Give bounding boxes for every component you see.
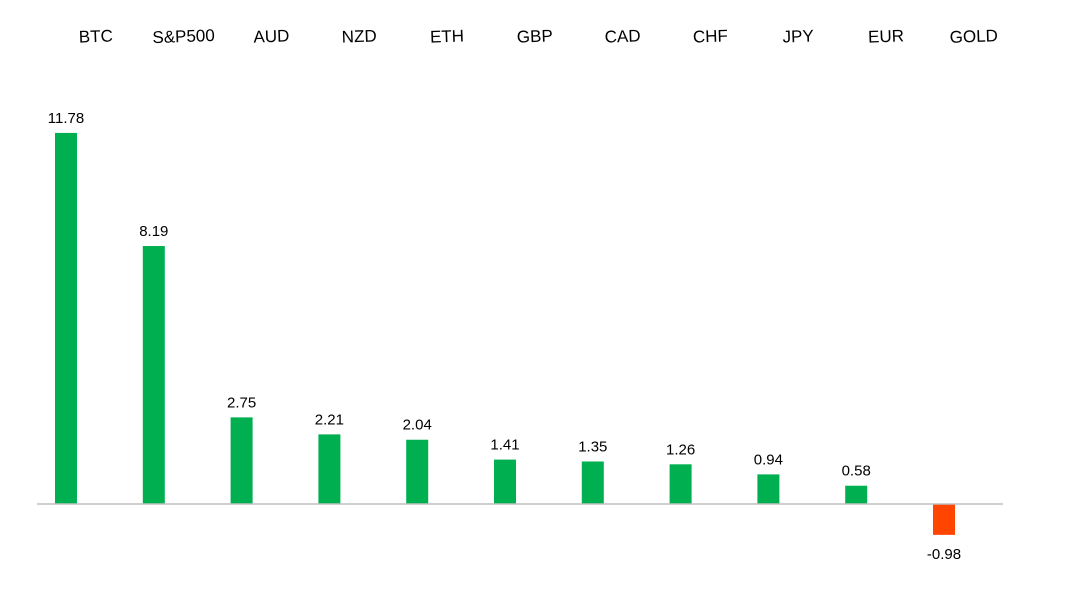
category-label-chf: CHF	[693, 26, 729, 46]
data-label-jpy: 0.94	[754, 451, 783, 468]
category-label-btc: BTC	[78, 26, 113, 46]
category-label-gold: GOLD	[949, 26, 998, 47]
bar-cad	[581, 461, 604, 504]
category-label-s-p500: S&P500	[152, 26, 215, 47]
bar-jpy	[757, 474, 780, 504]
bar-s-p500	[142, 246, 165, 504]
data-label-eur: 0.58	[842, 463, 871, 480]
bar-eth	[406, 439, 429, 504]
data-label-gold: -0.98	[927, 546, 961, 563]
data-label-nzd: 2.21	[315, 411, 344, 428]
bars	[55, 132, 955, 535]
bar-gold	[933, 504, 955, 535]
data-label-chf: 1.26	[666, 441, 695, 458]
data-label-gbp: 1.41	[490, 437, 519, 454]
bar-chf	[669, 464, 692, 504]
bar-nzd	[318, 434, 341, 504]
category-label-cad: CAD	[604, 26, 641, 46]
category-label-eth: ETH	[430, 26, 465, 46]
data-label-s-p500: 8.19	[139, 223, 168, 240]
category-label-eur: EUR	[868, 26, 905, 46]
data-label-eth: 2.04	[403, 417, 432, 434]
bar-aud	[230, 417, 253, 504]
category-label-aud: AUD	[253, 26, 290, 46]
bar-btc	[55, 132, 77, 504]
data-label-aud: 2.75	[227, 394, 256, 411]
bar-gbp	[494, 459, 516, 504]
bar-eur	[845, 485, 868, 504]
category-labels: BTC S&P500 AUD NZD ETH GBP CAD CHF JPY EUR GOLD	[78, 26, 998, 47]
data-label-btc: 11.78	[48, 110, 84, 127]
category-label-nzd: NZD	[341, 26, 377, 46]
category-label-gbp: GBP	[517, 26, 554, 46]
data-label-cad: 1.35	[578, 438, 607, 455]
data-labels: 11.78 8.19 2.75 2.21 2.04 1.41 1.35 1.26 0.94 0.5…	[48, 110, 961, 563]
category-label-jpy: JPY	[782, 26, 814, 46]
